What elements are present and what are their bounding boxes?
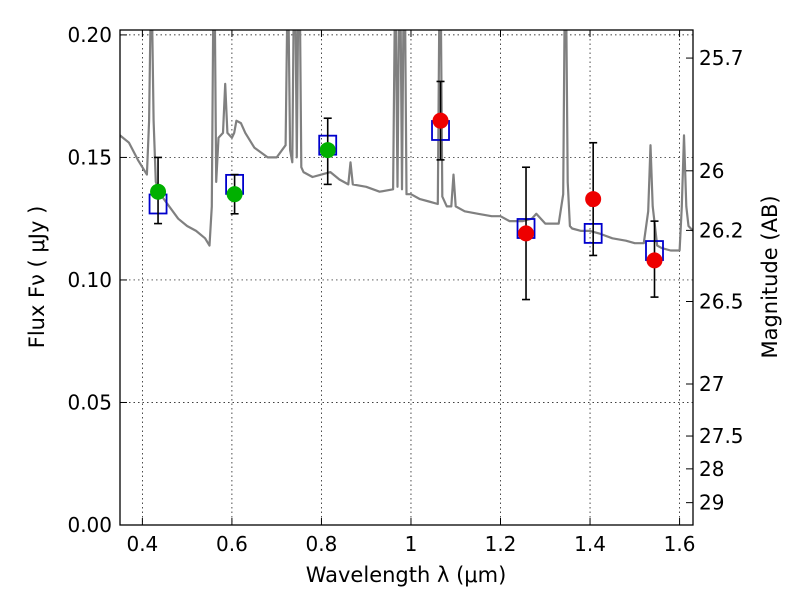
axes: 0.4 0.6 0.8 1 1.2 1.4 1.6 0.00 0.05 0.10 0.15 0.20 2… [67,23,743,556]
x-axis-label: Wavelength λ (μm) [306,563,507,587]
x-tick-label: 1.6 [664,532,696,556]
y-tick-label: 0.05 [67,390,112,414]
plot-area [120,30,693,301]
x-tick-label: 0.6 [216,532,248,556]
y-tick-label: 0.10 [67,268,112,292]
nir-data-point [646,252,663,269]
y2-tick-label: 26 [699,159,724,183]
x-tick-label: 1.4 [574,532,606,556]
y-tick-label: 0.00 [67,513,112,537]
x-tick-label: 1.2 [485,532,517,556]
y-axis-label: Flux Fν ( μJy ) [25,206,49,349]
y2-tick-label: 25.7 [699,46,744,70]
optical-data-point [150,183,167,200]
optical-data-point [319,142,336,159]
nir-data-point [585,191,602,208]
nir-data-point [432,112,449,129]
x-tick-label: 0.8 [306,532,338,556]
nir-data-point [518,225,535,242]
y2-tick-label: 26.5 [699,290,744,314]
y2-tick-label: 28 [699,457,724,481]
plot-frame [119,29,694,526]
model-spectrum-line [120,30,693,252]
y2-tick-label: 27 [699,372,724,396]
optical-data-point [226,186,243,203]
y-tick-label: 0.20 [67,23,112,47]
y-tick-label: 0.15 [67,145,112,169]
y2-axis-label: Magnitude (AB) [758,195,782,358]
y2-tick-label: 27.5 [699,424,744,448]
y2-tick-label: 29 [699,491,724,515]
x-tick-label: 1 [405,532,418,556]
x-tick-label: 0.4 [126,532,158,556]
y2-tick-label: 26.2 [699,218,744,242]
